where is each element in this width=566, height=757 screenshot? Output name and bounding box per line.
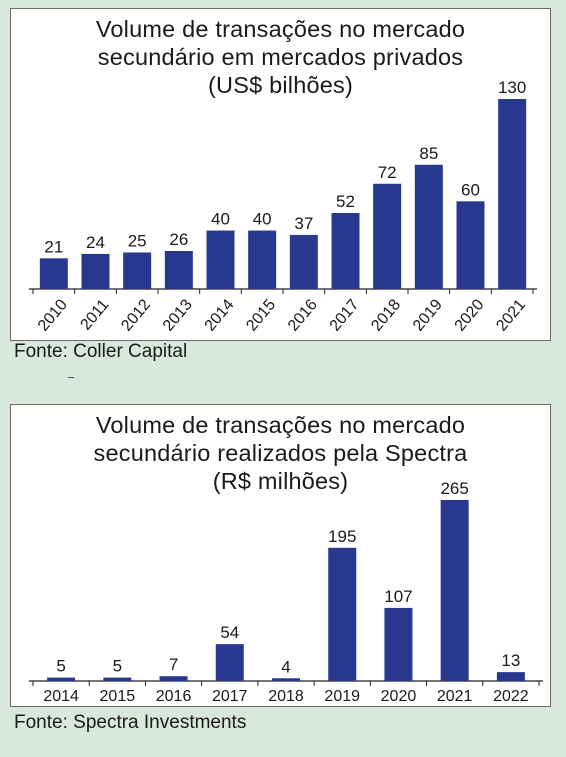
chart-title: Volume de transações no mercado secundár… bbox=[11, 15, 550, 99]
data-label: 72 bbox=[378, 163, 397, 182]
data-label: 25 bbox=[128, 231, 147, 250]
x-tick-label: 2022 bbox=[493, 688, 529, 705]
data-label: 85 bbox=[419, 144, 438, 163]
data-label: 7 bbox=[169, 655, 178, 674]
x-tick-label: 2014 bbox=[43, 688, 79, 705]
x-tick-label: 2012 bbox=[118, 296, 154, 334]
x-tick-label: 2018 bbox=[368, 296, 404, 334]
bar bbox=[331, 213, 360, 289]
chart-title: Volume de transações no mercado secundár… bbox=[11, 411, 550, 495]
x-tick-label: 2011 bbox=[77, 296, 112, 333]
x-tick-label: 2016 bbox=[285, 296, 321, 334]
x-tick-label: 2020 bbox=[452, 296, 488, 334]
bar bbox=[47, 677, 76, 681]
data-label: 5 bbox=[113, 657, 122, 676]
data-label: 37 bbox=[294, 214, 313, 233]
bar-chart-coller: 21 2010 24 2011 25 2012 26 2013 40 2014 40 2015 37 20… bbox=[29, 78, 537, 335]
data-label: 40 bbox=[253, 210, 272, 229]
data-label: 130 bbox=[498, 78, 526, 97]
x-tick-label: 2021 bbox=[493, 296, 529, 334]
x-tick-label: 2017 bbox=[327, 296, 363, 334]
bar bbox=[103, 677, 132, 681]
data-label: 21 bbox=[44, 237, 63, 256]
bar bbox=[206, 230, 235, 289]
bar bbox=[248, 230, 277, 289]
bar bbox=[215, 644, 244, 681]
bar bbox=[81, 253, 110, 289]
chart-title-line: secundário em mercados privados bbox=[97, 44, 464, 70]
bar-chart-spectra: 5 2014 5 2015 7 2016 54 2017 4 2018 195 2019 107 2020… bbox=[29, 479, 543, 705]
x-tick-label: 2018 bbox=[268, 688, 304, 705]
bar bbox=[289, 234, 318, 289]
bar bbox=[328, 547, 357, 681]
x-tick-label: 2010 bbox=[35, 296, 71, 334]
x-tick-label: 2019 bbox=[410, 296, 446, 334]
data-label: 26 bbox=[169, 230, 188, 249]
bar bbox=[496, 672, 525, 681]
bar bbox=[159, 676, 188, 681]
x-tick-label: 2015 bbox=[243, 296, 279, 334]
bar bbox=[456, 201, 485, 289]
data-label: 265 bbox=[440, 479, 468, 498]
x-tick-label: 2020 bbox=[381, 688, 417, 705]
divider-mark bbox=[68, 377, 74, 378]
data-label: 54 bbox=[220, 623, 239, 642]
data-label: 24 bbox=[86, 233, 105, 252]
data-label: 40 bbox=[211, 210, 230, 229]
chart-title-line: Volume de transações no mercado bbox=[95, 16, 466, 42]
data-label: 5 bbox=[56, 657, 65, 676]
chart-panel-spectra: Volume de transações no mercado secundár… bbox=[10, 404, 551, 707]
x-tick-label: 2014 bbox=[202, 296, 238, 334]
chart-source-spectra: Fonte: Spectra Investments bbox=[14, 712, 247, 733]
chart-title-line: secundário realizados pela Spectra bbox=[93, 440, 468, 466]
bar bbox=[39, 258, 68, 289]
bar bbox=[123, 252, 152, 289]
bar bbox=[384, 607, 413, 681]
x-tick-label: 2015 bbox=[100, 688, 136, 705]
bar bbox=[272, 678, 300, 681]
data-label: 60 bbox=[461, 180, 480, 199]
chart-title-line: Volume de transações no mercado bbox=[95, 412, 466, 438]
data-label: 52 bbox=[336, 192, 355, 211]
bar bbox=[440, 500, 469, 681]
x-tick-label: 2016 bbox=[156, 688, 192, 705]
bar bbox=[373, 183, 402, 289]
x-tick-label: 2021 bbox=[437, 688, 473, 705]
data-label: 107 bbox=[384, 587, 412, 606]
chart-title-line: (R$ milhões) bbox=[212, 468, 349, 494]
x-tick-label: 2013 bbox=[160, 296, 196, 334]
bar bbox=[414, 164, 443, 289]
chart-source-coller: Fonte: Coller Capital bbox=[14, 341, 188, 362]
data-label: 195 bbox=[328, 527, 356, 546]
x-tick-label: 2017 bbox=[212, 688, 248, 705]
bar bbox=[498, 99, 527, 289]
data-label: 13 bbox=[501, 651, 520, 670]
chart-title-line: (US$ bilhões) bbox=[208, 72, 353, 98]
x-tick-label: 2019 bbox=[324, 688, 360, 705]
data-label: 4 bbox=[281, 657, 290, 676]
bar bbox=[164, 251, 193, 289]
chart-panel-coller: Volume de transações no mercado secundár… bbox=[10, 8, 551, 341]
